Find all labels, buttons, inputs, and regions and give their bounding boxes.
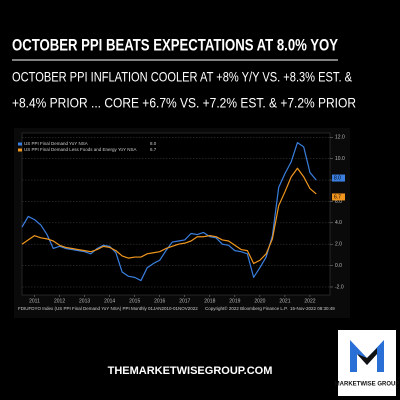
last-value-box: [332, 174, 345, 182]
y-tick-label: 4.0: [335, 220, 342, 226]
series-line: [21, 167, 317, 265]
x-tick-label: 2011: [29, 298, 40, 304]
x-tick-label: 2019: [229, 298, 240, 304]
y-tick-label: 6.0: [335, 199, 342, 205]
headline: OCTOBER PPI BEATS EXPECTATIONS AT 8.0% Y…: [12, 35, 339, 54]
legend-swatch: [18, 148, 22, 152]
website: THEMARKETWISEGROUP.COM: [108, 365, 273, 377]
last-value-label: 8.0: [334, 175, 341, 181]
logo-text: MARKETWISE GROUP: [335, 382, 400, 388]
legend-label: US PPI Final Demand Less Foods and Energ…: [24, 147, 136, 152]
x-tick-label: 2015: [129, 298, 140, 304]
x-tick-label: 2014: [104, 298, 115, 304]
y-tick-label: -2.0: [335, 284, 344, 290]
x-tick-label: 2018: [204, 298, 215, 304]
legend-value: 6.7: [150, 147, 157, 152]
last-value-box: [332, 193, 345, 201]
x-tick-label: 2021: [279, 298, 290, 304]
y-tick-label: 0.0: [335, 263, 342, 269]
source: FDIUFDYO Index (US PPI Final Demand YoY …: [18, 306, 198, 311]
x-tick-label: 2012: [54, 298, 65, 304]
y-tick-label: 2.0: [335, 242, 342, 248]
x-tick-label: 2016: [154, 298, 165, 304]
x-tick-label: 2013: [79, 298, 90, 304]
x-tick-label: 2017: [179, 298, 190, 304]
x-tick-label: 2022: [304, 298, 315, 304]
series-line: [21, 142, 317, 282]
legend-swatch: [18, 142, 22, 146]
logo-mark: [357, 348, 377, 365]
subtitle: OCTOBER PPI INFLATION COOLER AT +8% Y/Y …: [12, 69, 353, 85]
last-value-label: 6.7: [334, 194, 341, 200]
legend-label: US PPI Final Demand YoY NSA: [24, 141, 88, 146]
y-tick-label: 10.0: [335, 156, 345, 162]
legend-value: 8.0: [150, 141, 157, 146]
subtitle: +8.4% PRIOR ... CORE +6.7% VS. +7.2% EST…: [12, 95, 356, 111]
y-tick-label: 12.0: [335, 135, 345, 141]
logo-mark: [350, 340, 384, 372]
x-tick-label: 2020: [254, 298, 265, 304]
plot-area: [21, 132, 331, 296]
timestamp: 15-Nov-2022 08:30:49: [290, 306, 335, 311]
logo: MARKETWISE GROUP: [335, 330, 400, 396]
copyright: Copyright© 2022 Bloomberg Finance L.P.: [205, 305, 288, 311]
